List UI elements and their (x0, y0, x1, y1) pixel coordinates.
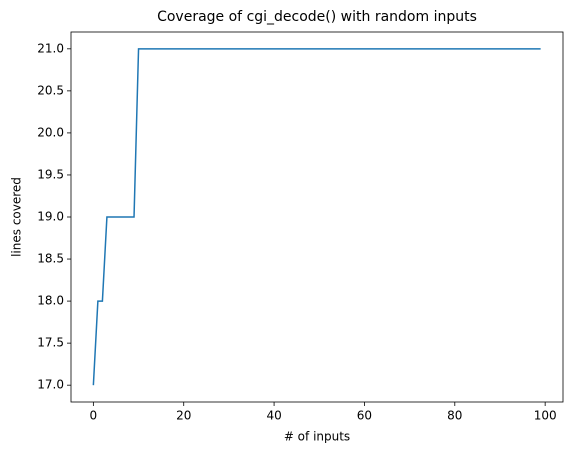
x-tick-label: 20 (176, 409, 191, 423)
y-tick-label: 19.5 (37, 167, 64, 181)
x-axis-label: # of inputs (284, 430, 350, 444)
x-tick-label: 100 (534, 409, 557, 423)
y-tick-label: 18.0 (37, 294, 64, 308)
y-tick-label: 17.0 (37, 378, 64, 392)
y-tick-label: 19.0 (37, 210, 64, 224)
x-tick-label: 0 (90, 409, 98, 423)
chart-title: Coverage of cgi_decode() with random inp… (157, 9, 477, 25)
line-series (92, 48, 541, 386)
x-tick-label: 80 (447, 409, 462, 423)
y-tick-label: 21.0 (37, 41, 64, 55)
y-tick-label: 17.5 (37, 336, 64, 350)
y-tick-label: 20.0 (37, 125, 64, 139)
plot-frame (70, 31, 564, 403)
x-tick-label: 60 (357, 409, 372, 423)
y-axis-label: lines covered (10, 177, 24, 257)
y-tick-label: 20.5 (37, 83, 64, 97)
x-tick-label: 40 (266, 409, 281, 423)
y-tick-label: 18.5 (37, 252, 64, 266)
